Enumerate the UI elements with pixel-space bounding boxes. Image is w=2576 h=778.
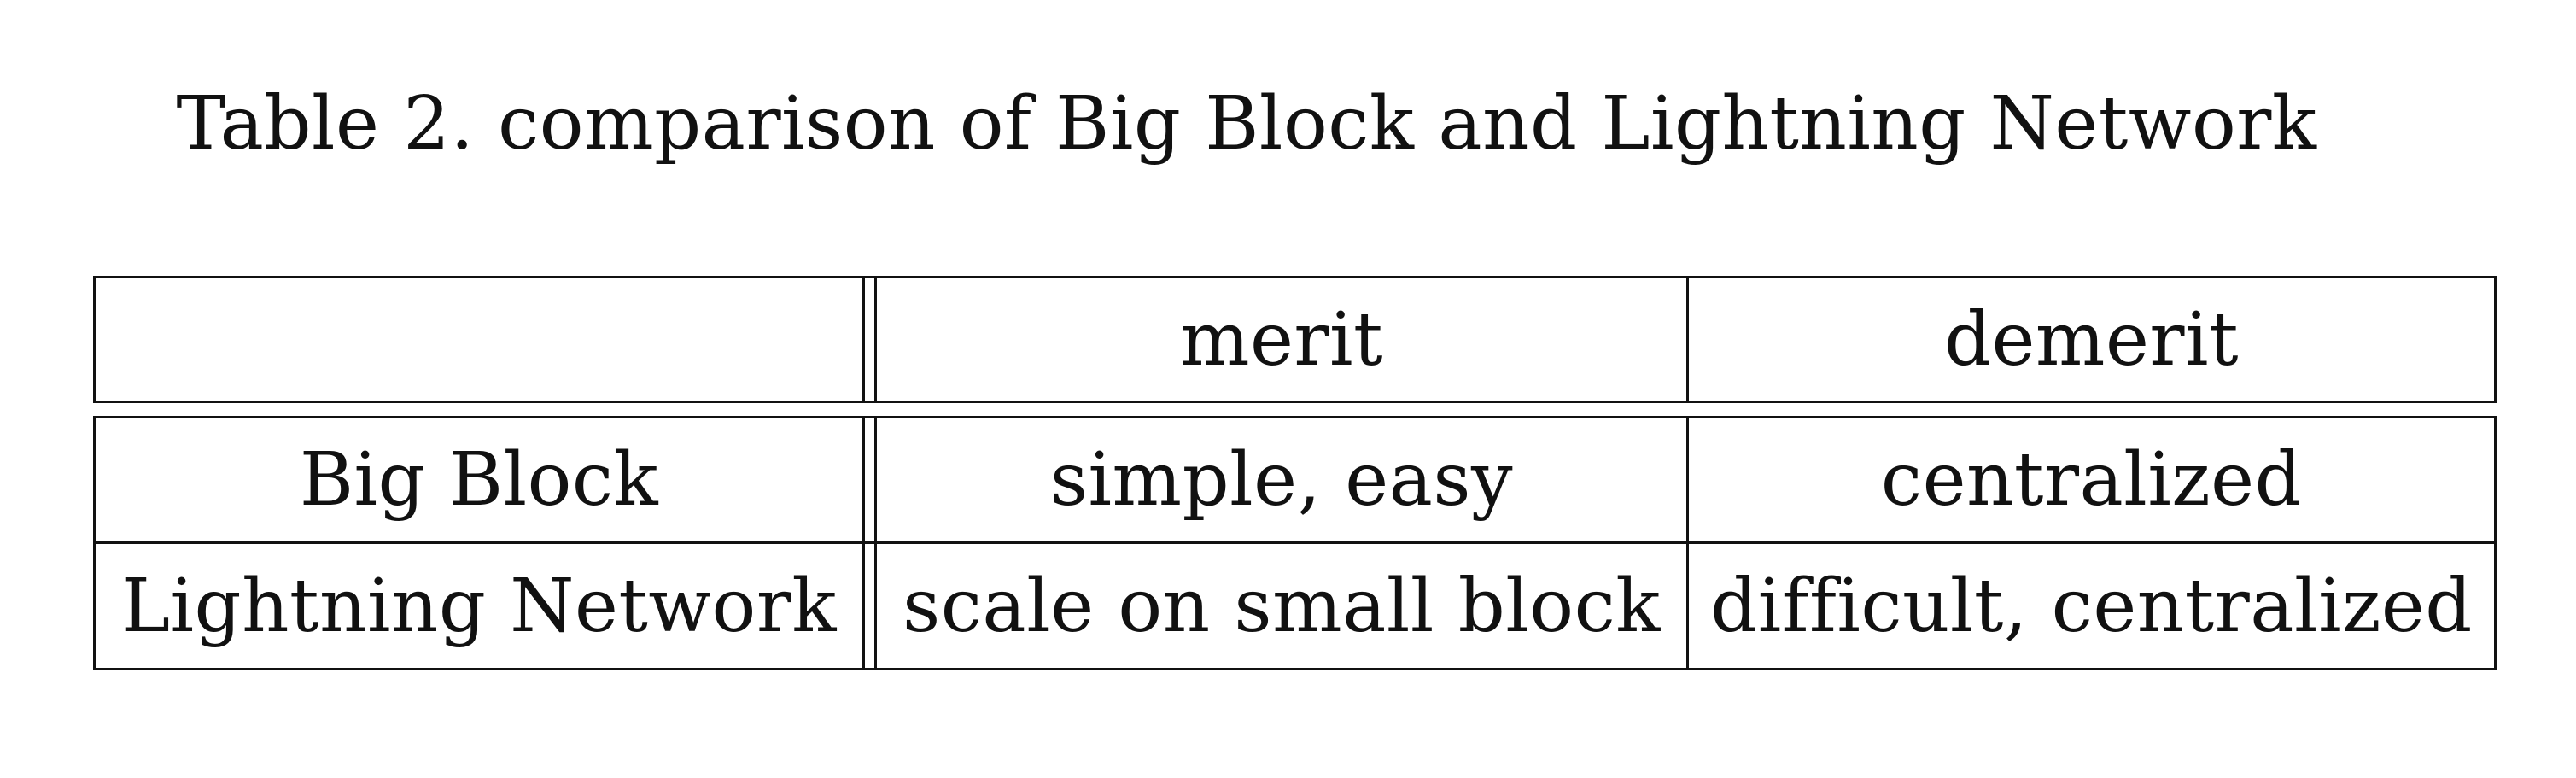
double-rule-a: [862, 276, 865, 403]
row-label-big-block: Big Block: [299, 437, 659, 523]
header-cell-demerit: demerit: [1943, 296, 2240, 383]
cell-lightning-network-merit: scale on small block: [902, 563, 1661, 649]
row-divider-rule: [93, 541, 2497, 544]
table-bottom-rule: [93, 668, 2497, 670]
table-caption: Table 2. comparison of Big Block and Lig…: [176, 81, 2317, 167]
body-top-rule: [93, 416, 2497, 418]
right-border: [2494, 276, 2497, 403]
header-cell-empty: [96, 278, 862, 401]
cell-big-block-demerit: centralized: [1880, 437, 2303, 523]
table-top-rule: [93, 276, 2497, 278]
double-rule-b: [874, 276, 877, 403]
row-label-lightning-network: Lightning Network: [120, 563, 838, 649]
double-rule-a: [862, 416, 865, 670]
double-rule-b: [874, 416, 877, 670]
header-cell-merit: merit: [1179, 296, 1384, 383]
left-border: [93, 416, 96, 670]
cell-big-block-merit: simple, easy: [1049, 437, 1514, 523]
cell-lightning-network-demerit: difficult, centralized: [1710, 563, 2473, 649]
column-divider: [1686, 276, 1689, 403]
right-border: [2494, 416, 2497, 670]
header-bottom-rule: [93, 401, 2497, 403]
column-divider: [1686, 416, 1689, 670]
left-border: [93, 276, 96, 403]
comparison-table: merit demerit Big Block simple, easy cen…: [93, 276, 2497, 670]
